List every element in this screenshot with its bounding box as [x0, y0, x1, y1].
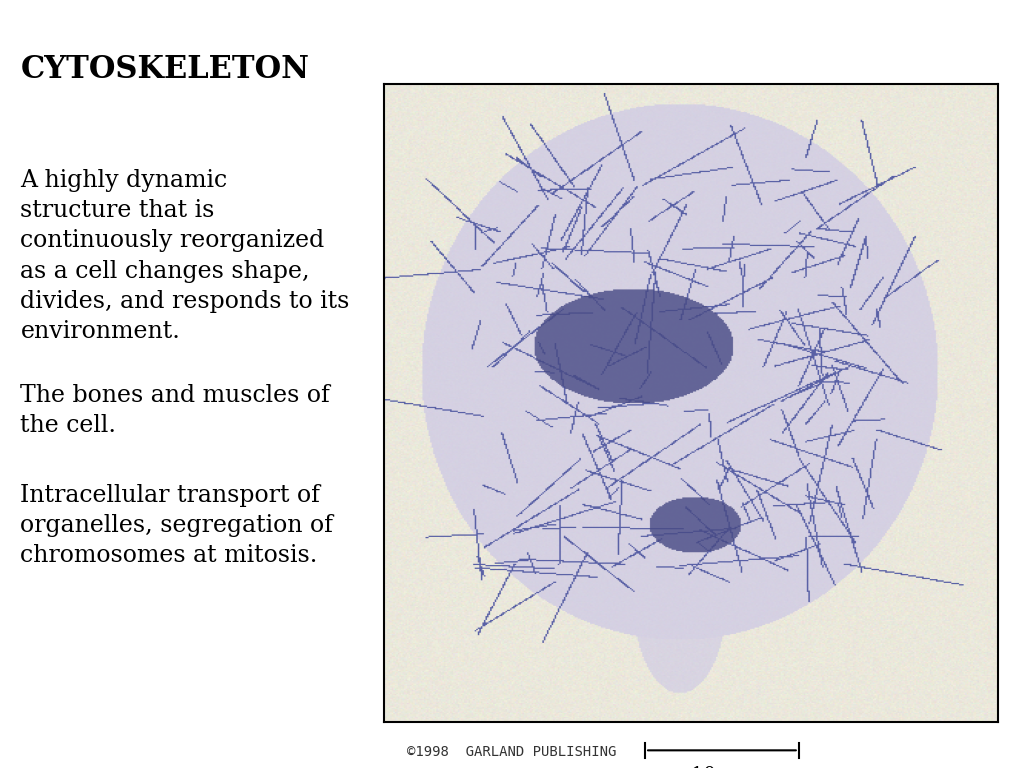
- Text: ©1998  GARLAND PUBLISHING: ©1998 GARLAND PUBLISHING: [408, 745, 616, 759]
- Text: A highly dynamic
structure that is
continuously reorganized
as a cell changes sh: A highly dynamic structure that is conti…: [20, 169, 350, 343]
- Text: The bones and muscles of
the cell.: The bones and muscles of the cell.: [20, 384, 330, 437]
- Text: Intracellular transport of
organelles, segregation of
chromosomes at mitosis.: Intracellular transport of organelles, s…: [20, 484, 334, 568]
- Text: CYTOSKELETON: CYTOSKELETON: [20, 54, 309, 84]
- Text: 10 μm: 10 μm: [691, 766, 753, 768]
